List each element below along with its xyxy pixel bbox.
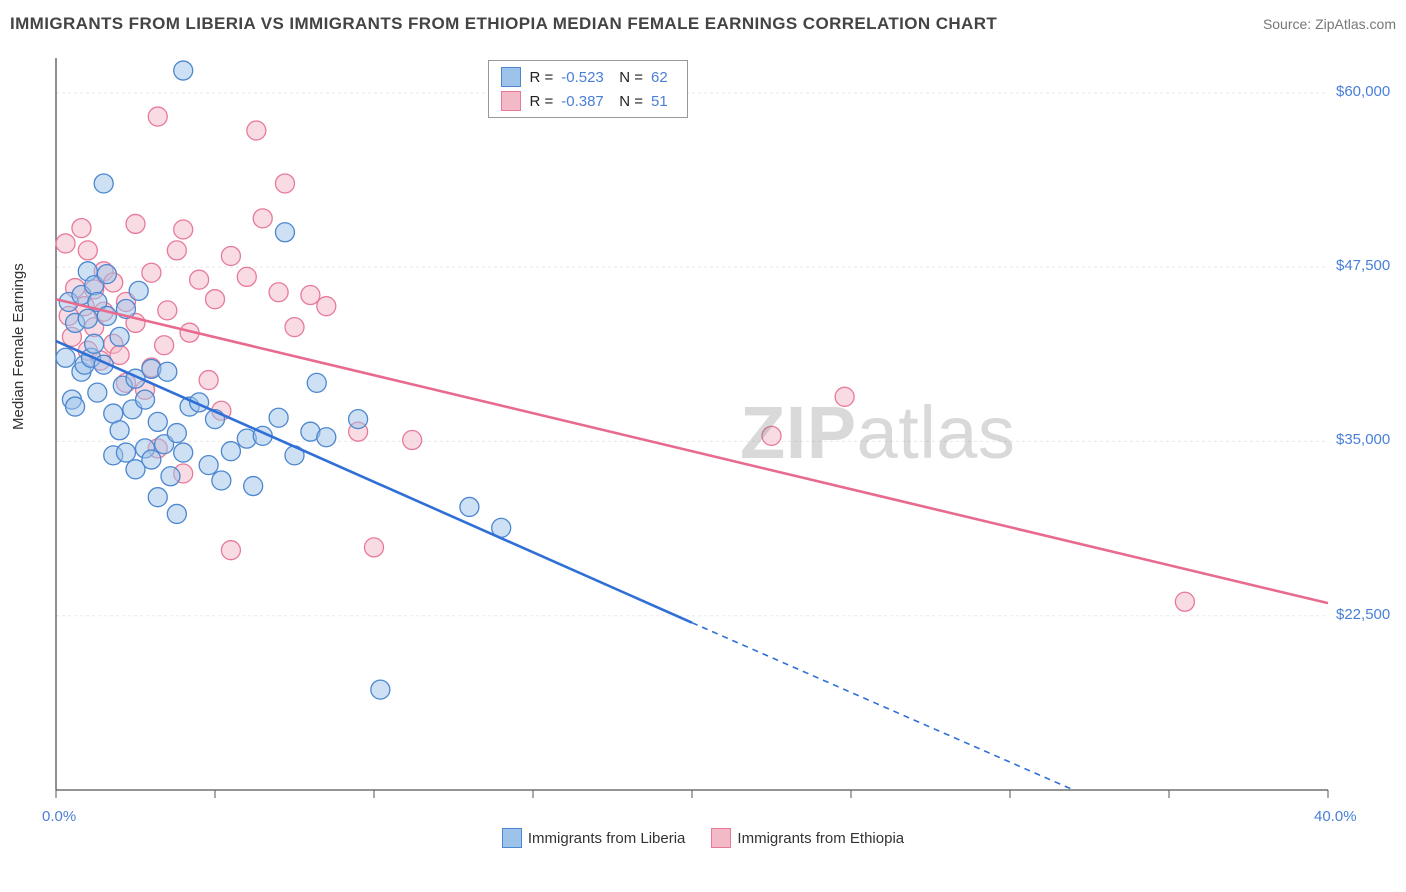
data-point-liberia [212, 471, 231, 490]
data-point-liberia [129, 281, 148, 300]
bottom-legend: Immigrants from Liberia Immigrants from E… [0, 828, 1406, 848]
data-point-liberia [97, 265, 116, 284]
data-point-ethiopia [199, 371, 218, 390]
data-point-ethiopia [174, 220, 193, 239]
correlation-stats-box: R = -0.523 N = 62 R = -0.387 N = 51 [488, 60, 688, 118]
y-tick-label: $60,000 [1336, 83, 1390, 100]
data-point-liberia [167, 504, 186, 523]
data-point-ethiopia [158, 301, 177, 320]
data-point-liberia [110, 327, 129, 346]
data-point-ethiopia [167, 241, 186, 260]
data-point-ethiopia [126, 214, 145, 233]
r-value-ethiopia: -0.387 [561, 93, 611, 110]
data-point-ethiopia [1175, 592, 1194, 611]
data-point-ethiopia [221, 541, 240, 560]
data-point-ethiopia [148, 107, 167, 126]
x-tick-label: 0.0% [42, 808, 76, 825]
y-tick-label: $47,500 [1336, 257, 1390, 274]
data-point-liberia [161, 467, 180, 486]
data-point-ethiopia [835, 387, 854, 406]
data-point-liberia [136, 390, 155, 409]
data-point-ethiopia [275, 174, 294, 193]
data-point-liberia [460, 497, 479, 516]
data-point-ethiopia [78, 241, 97, 260]
n-value-liberia: 62 [651, 69, 675, 86]
data-point-liberia [371, 680, 390, 699]
source-label: Source: ZipAtlas.com [1263, 16, 1396, 32]
data-point-liberia [244, 477, 263, 496]
stats-row-liberia: R = -0.523 N = 62 [501, 65, 675, 89]
legend-item-ethiopia: Immigrants from Ethiopia [711, 828, 904, 848]
legend-label-ethiopia: Immigrants from Ethiopia [737, 830, 904, 847]
data-point-liberia [66, 397, 85, 416]
n-label: N = [619, 69, 643, 86]
data-point-liberia [167, 424, 186, 443]
r-label: R = [529, 69, 553, 86]
data-point-liberia [174, 61, 193, 80]
data-point-ethiopia [142, 263, 161, 282]
data-point-liberia [116, 443, 135, 462]
data-point-ethiopia [72, 219, 91, 238]
data-point-ethiopia [762, 426, 781, 445]
swatch-liberia-icon [501, 67, 521, 87]
legend-label-liberia: Immigrants from Liberia [528, 830, 686, 847]
legend-item-liberia: Immigrants from Liberia [502, 828, 686, 848]
data-point-liberia [317, 428, 336, 447]
data-point-liberia [158, 362, 177, 381]
r-label: R = [529, 93, 553, 110]
r-value-liberia: -0.523 [561, 69, 611, 86]
data-point-liberia [94, 174, 113, 193]
chart-area [48, 50, 1388, 820]
data-point-liberia [78, 309, 97, 328]
data-point-liberia [349, 410, 368, 429]
data-point-liberia [269, 408, 288, 427]
data-point-liberia [88, 383, 107, 402]
data-point-ethiopia [190, 270, 209, 289]
x-tick-label: 40.0% [1314, 808, 1357, 825]
data-point-ethiopia [285, 318, 304, 337]
data-point-ethiopia [237, 267, 256, 286]
chart-header: IMMIGRANTS FROM LIBERIA VS IMMIGRANTS FR… [10, 14, 1396, 34]
data-point-liberia [148, 488, 167, 507]
data-point-liberia [110, 421, 129, 440]
data-point-liberia [307, 373, 326, 392]
chart-title: IMMIGRANTS FROM LIBERIA VS IMMIGRANTS FR… [10, 14, 997, 34]
data-point-liberia [275, 223, 294, 242]
data-point-ethiopia [56, 234, 75, 253]
data-point-liberia [85, 334, 104, 353]
data-point-ethiopia [155, 336, 174, 355]
legend-swatch-liberia-icon [502, 828, 522, 848]
swatch-ethiopia-icon [501, 91, 521, 111]
data-point-liberia [148, 412, 167, 431]
n-label: N = [619, 93, 643, 110]
data-point-ethiopia [317, 297, 336, 316]
data-point-ethiopia [269, 283, 288, 302]
y-axis-label: Median Female Earnings [10, 263, 27, 430]
data-point-ethiopia [365, 538, 384, 557]
data-point-ethiopia [301, 286, 320, 305]
legend-swatch-ethiopia-icon [711, 828, 731, 848]
data-point-ethiopia [403, 431, 422, 450]
data-point-liberia [221, 442, 240, 461]
data-point-liberia [199, 456, 218, 475]
data-point-ethiopia [253, 209, 272, 228]
y-tick-label: $35,000 [1336, 431, 1390, 448]
stats-row-ethiopia: R = -0.387 N = 51 [501, 89, 675, 113]
data-point-liberia [142, 450, 161, 469]
n-value-ethiopia: 51 [651, 93, 675, 110]
data-point-liberia [56, 348, 75, 367]
data-point-liberia [174, 443, 193, 462]
chart-svg [48, 50, 1388, 820]
y-tick-label: $22,500 [1336, 606, 1390, 623]
data-point-ethiopia [247, 121, 266, 140]
data-point-ethiopia [206, 290, 225, 309]
data-point-ethiopia [221, 246, 240, 265]
